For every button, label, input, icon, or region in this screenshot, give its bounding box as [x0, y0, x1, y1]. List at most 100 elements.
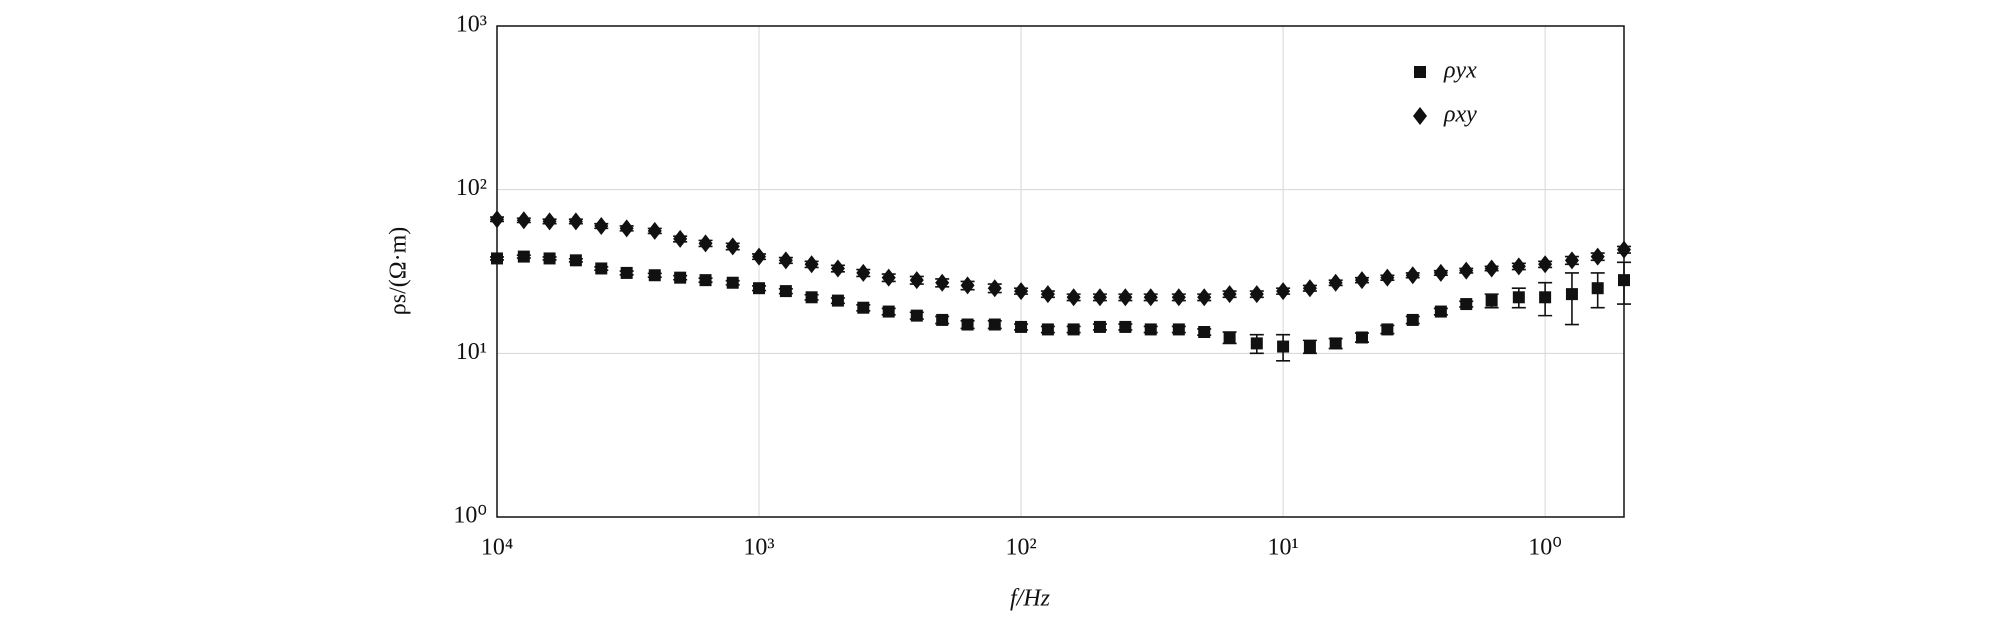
point: [1538, 255, 1553, 274]
point: [516, 211, 531, 230]
point: [543, 252, 556, 265]
point: [988, 318, 1001, 331]
point: [1222, 285, 1237, 304]
point: [542, 212, 557, 231]
point: [830, 259, 845, 278]
point: [1355, 331, 1368, 344]
point: [1539, 291, 1552, 304]
point: [1329, 337, 1342, 350]
point: [778, 251, 793, 270]
y-axis-label: ρs/(Ω·m): [386, 227, 412, 315]
legend-marker: [1414, 66, 1426, 78]
point: [698, 234, 713, 253]
point: [595, 262, 608, 275]
point: [1143, 288, 1158, 307]
point: [1459, 261, 1474, 280]
point: [620, 266, 633, 279]
legend-label: ρxy: [1443, 102, 1477, 128]
point: [752, 247, 767, 266]
point: [1406, 313, 1419, 326]
point: [1014, 282, 1029, 301]
legend-label: ρyx: [1443, 58, 1477, 84]
point: [1512, 291, 1525, 304]
point: [1511, 257, 1526, 276]
point: [1460, 298, 1473, 311]
point: [936, 313, 949, 326]
point: [1276, 282, 1291, 301]
point: [805, 291, 818, 304]
point: [1067, 323, 1080, 336]
point: [1485, 294, 1498, 307]
point: [857, 301, 870, 314]
point: [647, 221, 662, 240]
point: [1434, 305, 1447, 318]
point: [1119, 320, 1132, 333]
point: [673, 229, 688, 248]
point: [726, 276, 739, 289]
plot-frame: [496, 25, 1625, 518]
x-tick-label: 10²: [1005, 535, 1036, 561]
y-tick-label: 10¹: [456, 339, 487, 365]
point: [960, 276, 975, 295]
point: [1328, 273, 1343, 292]
point: [569, 254, 582, 267]
point: [1591, 282, 1604, 295]
y-tick-label: 10²: [456, 175, 487, 201]
point: [909, 271, 924, 290]
point: [1618, 274, 1630, 287]
point: [881, 268, 896, 287]
point: [1118, 288, 1133, 307]
point: [648, 269, 661, 282]
point: [935, 273, 950, 292]
point: [699, 274, 712, 287]
point: [1277, 340, 1290, 353]
x-axis-label: f/Hz: [1010, 586, 1051, 612]
point: [1249, 285, 1264, 304]
point: [1303, 340, 1316, 353]
point: [1223, 331, 1236, 344]
point: [961, 318, 974, 331]
point: [1484, 259, 1499, 278]
point: [568, 212, 583, 231]
point: [619, 219, 634, 238]
point: [1040, 285, 1055, 304]
point: [1381, 323, 1394, 336]
point: [674, 271, 687, 284]
point: [1015, 320, 1028, 333]
point: [1433, 263, 1448, 282]
point: [1092, 288, 1107, 307]
point: [1144, 323, 1157, 336]
point: [1617, 240, 1631, 259]
point: [1093, 320, 1106, 333]
point: [856, 263, 871, 282]
point: [491, 252, 503, 265]
point: [1590, 247, 1605, 266]
point: [753, 282, 766, 295]
point: [910, 309, 923, 322]
point: [1405, 266, 1420, 285]
point: [1250, 337, 1263, 350]
point: [1171, 288, 1186, 307]
y-tick-label: 10⁰: [453, 503, 487, 529]
point: [1380, 268, 1395, 287]
point: [1354, 271, 1369, 290]
point: [725, 237, 740, 256]
x-tick-label: 10⁴: [481, 535, 513, 561]
point: [1565, 288, 1578, 301]
point: [779, 285, 792, 298]
point: [1197, 288, 1212, 307]
point: [987, 279, 1002, 298]
point: [831, 294, 844, 307]
point: [517, 250, 530, 263]
point: [882, 305, 895, 318]
point: [1198, 326, 1211, 339]
point: [490, 210, 504, 229]
point: [594, 216, 609, 235]
legend-marker: [1413, 107, 1427, 125]
point: [804, 255, 819, 274]
point: [1066, 288, 1081, 307]
point: [1302, 279, 1317, 298]
point: [1172, 323, 1185, 336]
x-tick-label: 10³: [743, 535, 774, 561]
